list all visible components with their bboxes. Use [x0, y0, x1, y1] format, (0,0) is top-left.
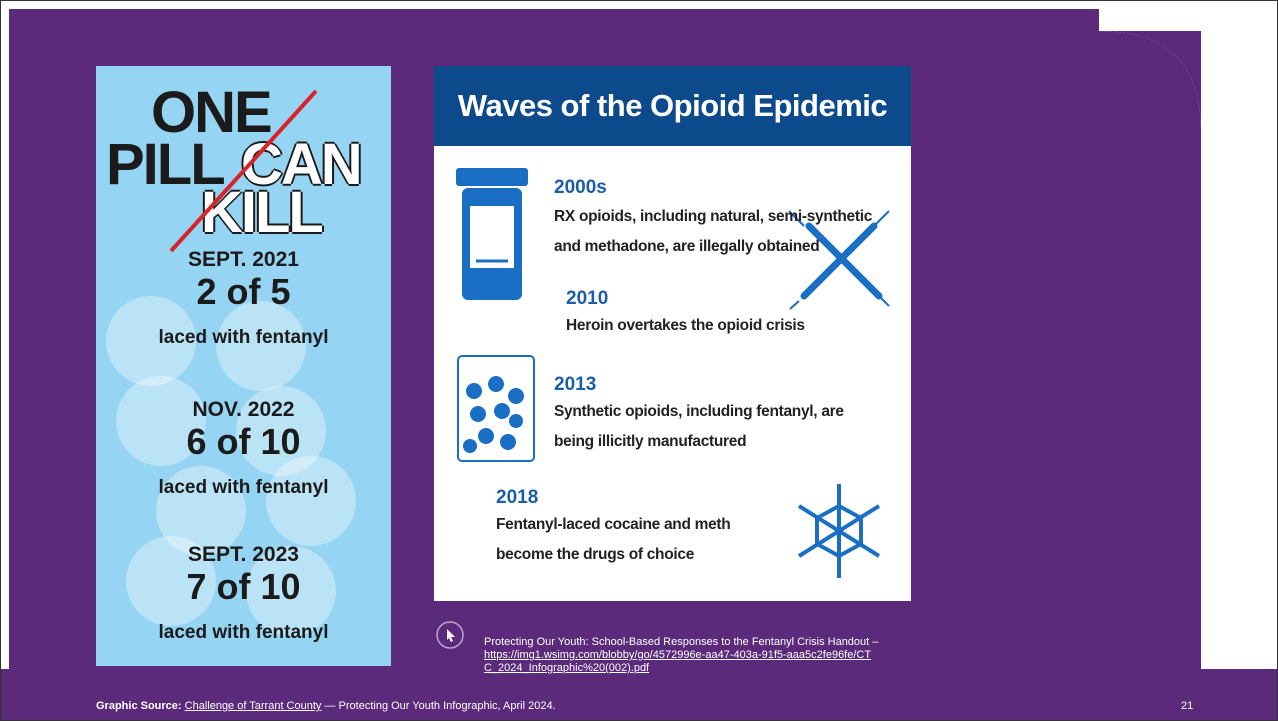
wave-text: Fentanyl-laced cocaine and meth become t…	[496, 510, 786, 570]
stat-label: laced with fentanyl	[96, 477, 391, 499]
stat-label: laced with fentanyl	[96, 327, 391, 349]
stat-ratio: 2 of 5	[96, 271, 391, 313]
slash	[96, 66, 391, 266]
footer-source: Graphic Source: Challenge of Tarrant Cou…	[96, 700, 556, 712]
footer-label: Graphic Source:	[96, 700, 182, 712]
stat-date: SEPT. 2023	[96, 543, 391, 567]
wave-year: 2010	[566, 288, 608, 310]
wave-text: Heroin overtakes the opioid crisis	[566, 311, 806, 341]
link-icon	[435, 620, 465, 650]
footer-text: — Protecting Our Youth Infographic, Apri…	[321, 700, 555, 712]
stat-date: NOV. 2022	[96, 398, 391, 422]
wave-year: 2013	[554, 374, 596, 396]
stat-ratio: 7 of 10	[96, 566, 391, 608]
stat-label: laced with fentanyl	[96, 622, 391, 644]
slide: ONE PILL CAN KILL SEPT. 2021 2 of 5 lace…	[0, 0, 1278, 721]
stat-date: SEPT. 2021	[96, 248, 391, 272]
wave-year: 2000s	[554, 177, 607, 199]
infographic: Waves of the Opioid Epidemic 2000s RX op…	[434, 66, 911, 601]
stat-ratio: 6 of 10	[96, 421, 391, 463]
wave-year: 2018	[496, 487, 538, 509]
wave-text: Synthetic opioids, including fentanyl, a…	[554, 397, 864, 457]
footer-source-link[interactable]: Challenge of Tarrant County	[185, 700, 322, 712]
link-text: Protecting Our Youth: School-Based Respo…	[484, 636, 878, 648]
page-number: 21	[1181, 700, 1193, 712]
link-block: Protecting Our Youth: School-Based Respo…	[484, 636, 1084, 675]
link-url[interactable]: https://img1.wsimg.com/blobby/go/4572996…	[484, 649, 874, 675]
poster: ONE PILL CAN KILL SEPT. 2021 2 of 5 lace…	[96, 66, 391, 666]
wave-text: RX opioids, including natural, semi-synt…	[554, 202, 874, 262]
